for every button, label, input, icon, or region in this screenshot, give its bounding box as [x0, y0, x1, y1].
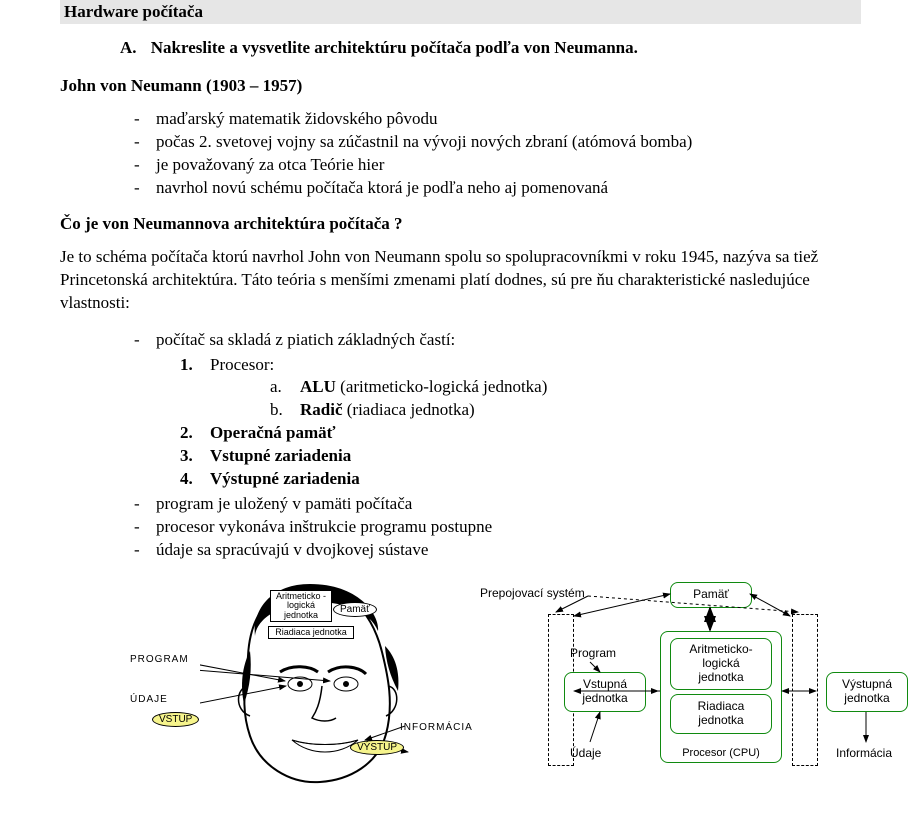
- part-1b-rest: (riadiaca jednotka): [343, 400, 475, 419]
- part-4: 4. Výstupné zariadenia: [180, 468, 861, 491]
- section-a-label: A.: [120, 38, 137, 57]
- bio-item: maďarský matematik židovského pôvodu: [120, 108, 861, 131]
- part-3-text: Vstupné zariadenia: [210, 446, 351, 465]
- bio-item: počas 2. svetovej vojny sa zúčastnil na …: [120, 131, 861, 154]
- more-item: procesor vykonáva inštrukcie programu po…: [120, 516, 861, 539]
- parts-list: 1. Procesor: a. ALU (aritmeticko-logická…: [180, 354, 861, 492]
- more-list: program je uložený v pamäti počítača pro…: [120, 493, 861, 562]
- person-heading: John von Neumann (1903 – 1957): [60, 76, 861, 96]
- question-paragraph: Je to schéma počítača ktorú navrhol John…: [60, 246, 861, 315]
- architecture-diagram: PROGRAM ÚDAJE VSTUP INFORMÁCIA VÝSTUP Ar…: [150, 576, 910, 806]
- section-a-heading: A. Nakreslite a vysvetlite architektúru …: [120, 38, 861, 58]
- part-2-text: Operačná pamäť: [210, 423, 336, 442]
- part-3-num: 3.: [180, 445, 193, 468]
- bio-item: je považovaný za otca Teórie hier: [120, 154, 861, 177]
- section-a-text: Nakreslite a vysvetlite architektúru poč…: [151, 38, 638, 57]
- part-2-num: 2.: [180, 422, 193, 445]
- part-1a-rest: (aritmeticko-logická jednotka): [336, 377, 547, 396]
- part-1a-bold: ALU: [300, 377, 336, 396]
- part-1-num: 1.: [180, 354, 193, 377]
- part-1b-letter: b.: [270, 399, 283, 422]
- title-bar: Hardware počítača: [60, 0, 861, 24]
- part-1-sublist: a. ALU (aritmeticko-logická jednotka) b.…: [270, 376, 861, 422]
- bio-item: navrhol novú schému počítača ktorá je po…: [120, 177, 861, 200]
- part-4-text: Výstupné zariadenia: [210, 469, 360, 488]
- part-1-text: Procesor:: [210, 355, 274, 374]
- page: Hardware počítača A. Nakreslite a vysvet…: [0, 0, 921, 836]
- part-1: 1. Procesor: a. ALU (aritmeticko-logická…: [180, 354, 861, 423]
- part-1a: a. ALU (aritmeticko-logická jednotka): [270, 376, 861, 399]
- part-1a-letter: a.: [270, 376, 282, 399]
- part-3: 3. Vstupné zariadenia: [180, 445, 861, 468]
- question-heading: Čo je von Neumannova architektúra počíta…: [60, 214, 861, 234]
- part-2: 2. Operačná pamäť: [180, 422, 861, 445]
- part-1b: b. Radič (riadiaca jednotka): [270, 399, 861, 422]
- more-item: údaje sa spracúvajú v dvojkovej sústave: [120, 539, 861, 562]
- parts-intro: počítač sa skladá z piatich základných č…: [120, 329, 861, 352]
- more-item: program je uložený v pamäti počítača: [120, 493, 861, 516]
- block-connectors-svg: [150, 576, 921, 806]
- properties-list: počítač sa skladá z piatich základných č…: [120, 329, 861, 352]
- part-4-num: 4.: [180, 468, 193, 491]
- bio-list: maďarský matematik židovského pôvodu poč…: [120, 108, 861, 200]
- part-1b-bold: Radič: [300, 400, 343, 419]
